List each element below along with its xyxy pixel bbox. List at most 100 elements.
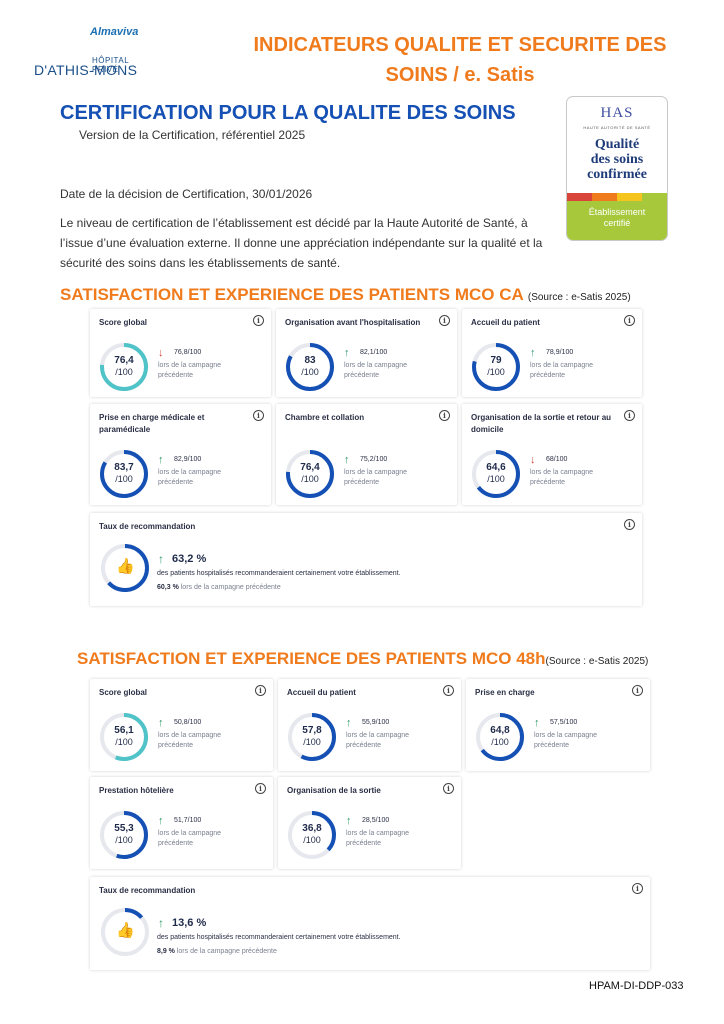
indicator-gauge: 57,8/100: [286, 711, 338, 763]
gauge-progress: [476, 713, 524, 761]
has-stripe-orange: [592, 193, 617, 201]
recommendation-value: 13,6 %: [172, 917, 207, 929]
recommendation-previous-value: 8,9 %: [157, 948, 175, 955]
has-certified-label: Établissement certifié: [567, 201, 667, 240]
certification-date: Date de la décision de Certification, 30…: [60, 187, 313, 201]
info-icon[interactable]: i: [443, 685, 454, 696]
info-icon[interactable]: i: [624, 315, 635, 326]
arrow-up-icon: ↑: [344, 454, 350, 466]
indicator-label: Accueil du patient: [471, 318, 540, 327]
indicator-label: Accueil du patient: [287, 688, 356, 697]
section-mco-48h-title: SATISFACTION ET EXPERIENCE DES PATIENTS …: [77, 649, 648, 669]
info-icon[interactable]: i: [443, 783, 454, 794]
indicator-total: /100: [303, 737, 321, 747]
info-icon[interactable]: i: [255, 685, 266, 696]
info-icon[interactable]: i: [255, 783, 266, 794]
indicator-total: /100: [115, 474, 133, 484]
indicator-value: 56,1: [114, 725, 134, 736]
previous-label: lors de la campagne précédente: [530, 362, 594, 379]
previous-label: lors de la campagne précédente: [158, 469, 222, 486]
indicator-label: Score global: [99, 688, 148, 697]
previous-label: lors de la campagne précédente: [534, 732, 598, 749]
section-mco-ca-source: (Source : e-Satis 2025): [527, 292, 631, 303]
indicator-gauge: 56,1/100: [98, 711, 150, 763]
indicator-gauge: 64,8/100: [474, 711, 526, 763]
info-icon[interactable]: i: [624, 410, 635, 421]
has-quality-line2: des soins: [590, 152, 644, 167]
gauge-ring: [100, 713, 148, 761]
indicator-card: Score global i 76,4/100 ↓ 76,8/100 lors de la…: [90, 309, 271, 397]
indicator-value: 76,4: [300, 462, 320, 473]
arrow-up-icon: ↑: [346, 815, 352, 827]
indicator-label: Organisation de la sortie: [287, 786, 381, 795]
info-icon[interactable]: i: [253, 315, 264, 326]
arrow-up-icon: ↑: [534, 717, 540, 729]
info-icon[interactable]: i: [439, 410, 450, 421]
arrow-up-icon: ↑: [158, 552, 164, 566]
recommendation-description: des patients hospitalisés recommanderaie…: [157, 570, 401, 577]
indicator-gauge: 83,7/100: [98, 448, 150, 500]
gauge-ring: [101, 908, 149, 956]
gauge-ring: [286, 450, 334, 498]
gauge-progress: [288, 811, 336, 859]
info-icon[interactable]: i: [632, 883, 643, 894]
has-quality-line3: confirmée: [587, 167, 647, 182]
logo-brand: Almaviva: [90, 26, 139, 38]
previous-value: 76,8/100: [174, 349, 202, 356]
previous-value: 57,5/100: [550, 719, 578, 726]
gauge-ring: [476, 713, 524, 761]
indicator-card: Chambre et collation i 76,4/100 ↑ 75,2/100 lo…: [276, 404, 457, 505]
previous-label: lors de la campagne précédente: [530, 469, 594, 486]
indicator-value: 76,4: [114, 355, 134, 366]
recommendation-label: Taux de recommandation: [99, 886, 196, 895]
gauge-ring: [472, 343, 520, 391]
gauge-progress: [100, 811, 148, 859]
gauge-progress: [100, 713, 148, 761]
recommendation-card: Taux de recommandation i 👍 ↑ 63,2 % des patie…: [90, 513, 642, 606]
indicator-value: 83: [304, 355, 316, 366]
indicator-total: /100: [115, 367, 133, 377]
section-mco-ca-title: SATISFACTION ET EXPERIENCE DES PATIENTS …: [60, 285, 631, 305]
previous-value: 78,9/100: [546, 349, 574, 356]
has-stripe-red: [567, 193, 592, 201]
section-mco-48h-heading: SATISFACTION ET EXPERIENCE DES PATIENTS …: [77, 649, 546, 668]
arrow-up-icon: ↑: [344, 347, 350, 359]
recommendation-description: des patients hospitalisés recommanderaie…: [157, 934, 401, 941]
recommendation-previous: 60,3 % lors de la campagne précédente: [157, 584, 281, 591]
indicator-total: /100: [303, 835, 321, 845]
indicator-value: 36,8: [302, 823, 322, 834]
arrow-up-icon: ↑: [158, 454, 164, 466]
previous-value: 82,1/100: [360, 349, 388, 356]
indicator-gauge: 64,6/100: [470, 448, 522, 500]
indicator-total: /100: [115, 737, 133, 747]
document-title-line2: SOINS / e. Satis: [385, 64, 535, 86]
info-icon[interactable]: i: [253, 410, 264, 421]
document-title-line1: INDICATEURS QUALITE ET SECURITE DES: [253, 34, 667, 56]
indicator-card: Prestation hôtelière i 55,3/100 ↑ 51,7/100 lo…: [90, 777, 273, 869]
indicator-label: Organisation avant l'hospitalisation: [285, 318, 421, 327]
indicator-label: Score global: [99, 318, 148, 327]
indicator-gauge: 83/100: [284, 341, 336, 393]
indicator-total: /100: [301, 474, 319, 484]
gauge-ring: [100, 450, 148, 498]
info-icon[interactable]: i: [624, 519, 635, 530]
indicator-gauge: 36,8/100: [286, 809, 338, 861]
section-mco-ca-heading: SATISFACTION ET EXPERIENCE DES PATIENTS …: [60, 285, 528, 304]
indicator-value: 64,6: [486, 462, 506, 473]
info-icon[interactable]: i: [439, 315, 450, 326]
arrow-down-icon: ↓: [530, 454, 536, 466]
indicator-card: Accueil du patient i 57,8/100 ↑ 55,9/100 lors…: [278, 679, 461, 771]
thumbs-up-icon: 👍: [116, 558, 135, 575]
indicator-total: /100: [487, 367, 505, 377]
gauge-progress: [472, 343, 520, 391]
indicator-value: 64,8: [490, 725, 510, 736]
logo-name: D'ATHIS-MONS: [34, 62, 138, 78]
gauge-ring: [472, 450, 520, 498]
recommendation-previous-value: 60,3 %: [157, 584, 179, 591]
has-certification-badge: HAS HAUTE AUTORITÉ DE SANTÉ Qualité des …: [566, 96, 668, 241]
previous-value: 75,2/100: [360, 456, 388, 463]
has-stripe-yellow: [617, 193, 642, 201]
info-icon[interactable]: i: [632, 685, 643, 696]
previous-label: lors de la campagne précédente: [158, 732, 222, 749]
previous-label: lors de la campagne précédente: [344, 362, 408, 379]
